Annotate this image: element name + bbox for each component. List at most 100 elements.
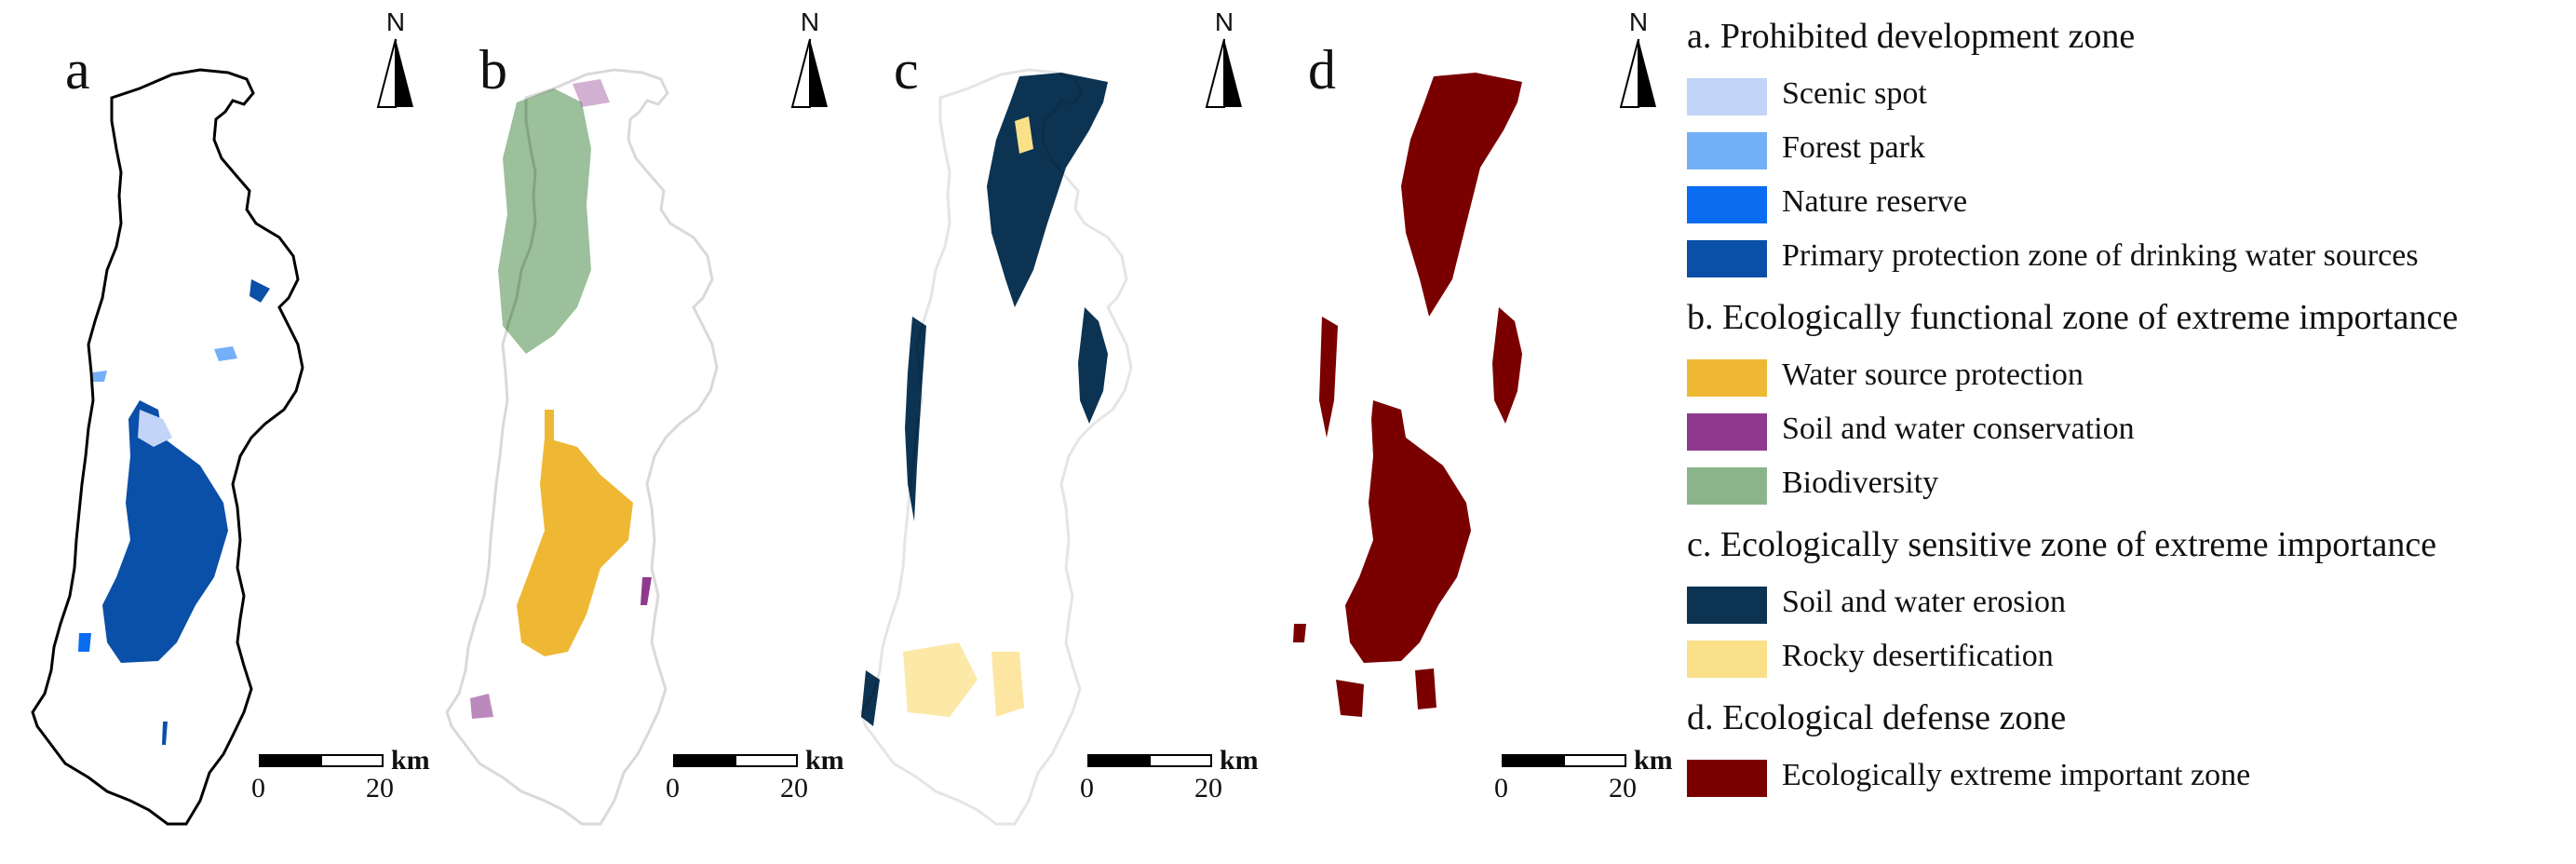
scale-bar-white xyxy=(1149,754,1212,767)
map-b xyxy=(445,68,719,826)
legend-item: Soil and water erosion xyxy=(1687,579,2571,633)
legend-section-title: b. Ecologically functional zone of extre… xyxy=(1687,298,2459,337)
scale-unit: km xyxy=(805,745,844,776)
defense-zone-east xyxy=(1492,307,1522,424)
legend-section-title: c. Ecologically sensitive zone of extrem… xyxy=(1687,525,2437,564)
soil-conservation-patch-2 xyxy=(470,694,493,719)
map-d xyxy=(1293,73,1522,717)
defense-zone-north xyxy=(1401,73,1522,317)
legend-section-a: a. Prohibited development zone Scenic sp… xyxy=(1687,19,2571,287)
legend-swatch xyxy=(1687,587,1767,624)
scenic-spot-area xyxy=(138,410,172,447)
scale-bar-white xyxy=(1563,754,1626,767)
legend-swatch xyxy=(1687,359,1767,397)
legend-label: Soil and water erosion xyxy=(1782,585,2066,619)
water-source-line xyxy=(162,722,168,745)
defense-zone-south-east xyxy=(1415,668,1436,709)
scale-bar-black xyxy=(1502,754,1565,767)
legend-item: Forest park xyxy=(1687,125,2571,179)
panel-letter: a xyxy=(65,39,90,101)
north-label: N xyxy=(1214,7,1234,36)
legend-item: Nature reserve xyxy=(1687,179,2571,233)
region-outline xyxy=(859,68,1133,826)
legend-label: Biodiversity xyxy=(1782,466,1939,500)
legend-swatch xyxy=(1687,413,1767,451)
scale-bar: km 0 20 xyxy=(1494,745,1673,819)
soil-erosion-west xyxy=(905,317,926,521)
forest-park-area-small xyxy=(91,371,107,382)
region-outline xyxy=(31,68,304,826)
scale-unit: km xyxy=(1634,745,1673,776)
forest-park-area xyxy=(214,346,237,361)
scale-unit: km xyxy=(1220,745,1259,776)
soil-erosion-southwest xyxy=(861,670,880,726)
north-arrow: N xyxy=(1201,9,1248,112)
panel-letter: b xyxy=(479,39,507,101)
legend-swatch xyxy=(1687,641,1767,678)
scale-bar: km 0 20 xyxy=(251,745,430,819)
scale-tick-start: 0 xyxy=(1494,773,1508,803)
scale-tick-start: 0 xyxy=(666,773,680,803)
legend-label: Forest park xyxy=(1782,130,1925,165)
north-arrow: N xyxy=(372,9,419,112)
panel-letter: d xyxy=(1308,39,1336,101)
north-label: N xyxy=(385,7,406,36)
north-arrow-icon xyxy=(1619,38,1656,108)
legend-section-title: d. Ecological defense zone xyxy=(1687,698,2067,737)
rocky-desertification-north xyxy=(1015,116,1033,154)
scale-bar-black xyxy=(1087,754,1151,767)
scale-bar: km 0 20 xyxy=(666,745,844,819)
legend-swatch xyxy=(1687,132,1767,169)
water-source-small xyxy=(250,279,270,303)
map-panel-d: d N km 0 20 xyxy=(1243,0,1673,864)
soil-conservation-patch xyxy=(641,577,652,605)
scale-bar-white xyxy=(320,754,384,767)
legend-section-c: c. Ecologically sensitive zone of extrem… xyxy=(1687,527,2571,687)
north-arrow-icon xyxy=(790,38,828,108)
scale-bar-black xyxy=(673,754,736,767)
water-source-strip xyxy=(545,410,554,447)
scale-tick-end: 20 xyxy=(1194,773,1222,803)
north-label: N xyxy=(1628,7,1649,36)
rocky-desertification-south xyxy=(903,642,978,717)
map-c xyxy=(859,68,1133,826)
legend: a. Prohibited development zone Scenic sp… xyxy=(1687,19,2571,806)
scale-bar: km 0 20 xyxy=(1080,745,1259,819)
legend-label: Rocky desertification xyxy=(1782,639,2054,673)
region-outline xyxy=(445,68,719,826)
scale-tick-end: 20 xyxy=(366,773,394,803)
defense-zone-west xyxy=(1319,317,1338,438)
scale-bar-black xyxy=(259,754,322,767)
soil-conservation-patch-3 xyxy=(573,79,610,107)
legend-item: Biodiversity xyxy=(1687,460,2571,514)
legend-item: Scenic spot xyxy=(1687,71,2571,125)
north-arrow: N xyxy=(787,9,833,112)
scale-unit: km xyxy=(391,745,430,776)
map-panel-b: b N km 0 20 xyxy=(414,0,844,864)
north-label: N xyxy=(800,7,820,36)
north-arrow-icon xyxy=(1205,38,1242,108)
legend-item: Water source protection xyxy=(1687,352,2571,406)
legend-label: Soil and water conservation xyxy=(1782,412,2135,446)
legend-swatch xyxy=(1687,760,1767,797)
legend-label: Scenic spot xyxy=(1782,76,1927,111)
legend-swatch xyxy=(1687,240,1767,277)
legend-section-b: b. Ecologically functional zone of extre… xyxy=(1687,300,2571,514)
water-source-protection-area xyxy=(517,438,633,656)
legend-swatch xyxy=(1687,467,1767,505)
legend-item: Ecologically extreme important zone xyxy=(1687,752,2571,806)
drinking-water-protection-zone xyxy=(102,400,228,663)
ecological-defense-zones xyxy=(1293,73,1522,717)
scale-tick-end: 20 xyxy=(1609,773,1637,803)
legend-item: Soil and water conservation xyxy=(1687,406,2571,460)
defense-zone-center xyxy=(1345,400,1471,663)
legend-item: Primary protection zone of drinking wate… xyxy=(1687,233,2571,287)
map-a xyxy=(31,68,304,826)
legend-label: Nature reserve xyxy=(1782,184,1968,219)
legend-label: Primary protection zone of drinking wate… xyxy=(1782,238,2419,273)
nature-reserve-area xyxy=(78,633,91,652)
defense-zone-south xyxy=(1336,680,1364,717)
rocky-desertification-south-east xyxy=(991,652,1024,717)
legend-swatch xyxy=(1687,78,1767,115)
legend-label: Water source protection xyxy=(1782,358,2084,392)
